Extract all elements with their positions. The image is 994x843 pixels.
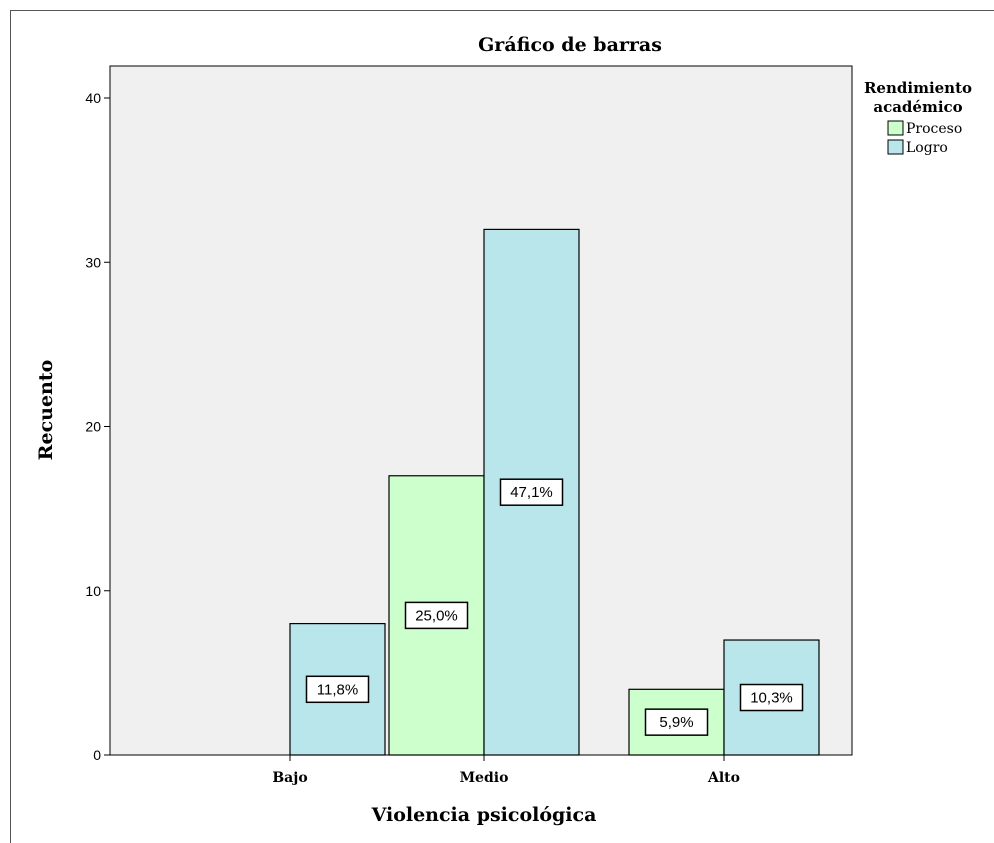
y-axis-ticks: 0 10 20 30 40 [85,90,110,763]
data-label-text: 10,3% [750,690,793,707]
data-label-box [404,601,469,630]
y-tick-label: 10 [85,583,101,599]
x-tick-label-bajo: Bajo [272,770,307,786]
y-tick-label: 0 [93,747,101,763]
x-tick-label-medio: Medio [460,770,509,786]
chart-frame [10,10,994,843]
x-tick-label-alto: Alto [707,770,740,786]
legend-label-proceso: Proceso [906,121,962,137]
data-label-logro-alto: 10,3% [739,683,804,712]
data-label-box [305,675,370,704]
data-label-text: 47,1% [510,484,553,501]
legend-title-line-2: académico [873,98,962,116]
legend-title-line-1: Rendimiento [864,79,972,97]
data-label-box [644,708,709,736]
legend-label-logro: Logro [906,140,948,156]
legend-swatch-proceso [887,120,904,136]
y-tick-label: 40 [85,90,101,106]
y-axis-title: Recuento [35,360,57,461]
chart-title: Gráfico de barras [478,34,662,56]
x-axis-ticks: Bajo Medio Alto [272,755,740,786]
y-tick-label: 20 [85,419,101,435]
legend: Rendimiento académico Proceso Logro [864,79,972,156]
data-label-text: 25,0% [415,607,458,624]
data-label-box [499,478,564,506]
x-axis-title: Violencia psicológica [371,804,597,826]
data-label-proceso-medio: 25,0% [404,601,469,630]
y-tick-label: 30 [85,254,101,270]
data-label-logro-medio: 47,1% [499,478,564,506]
data-label-text: 5,9% [659,714,693,731]
data-label-text: 11,8% [317,681,358,698]
data-label-proceso-alto: 5,9% [644,708,709,736]
data-label-logro-bajo: 11,8% [305,675,370,704]
data-label-box [739,683,804,712]
data-labels: 25,0% 5,9% 11,8% 47,1% 10,3% [305,478,804,736]
legend-swatch-logro [887,139,904,155]
